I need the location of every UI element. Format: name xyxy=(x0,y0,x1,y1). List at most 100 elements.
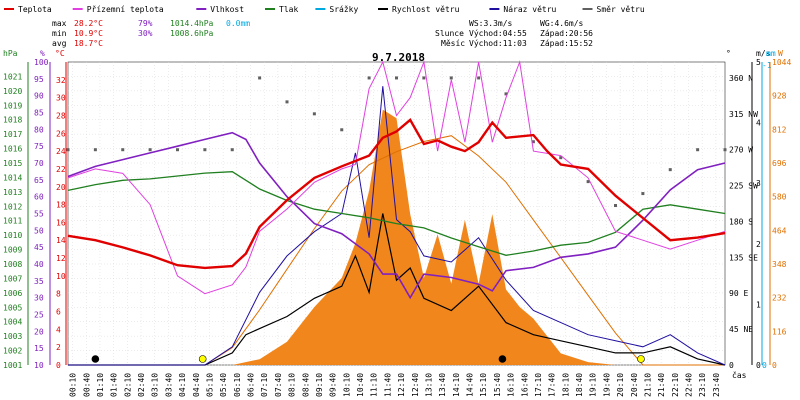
pct-tick-label: 85 xyxy=(34,109,44,118)
w-tick-label: 0 xyxy=(772,361,777,370)
legend-label: Směr větru xyxy=(597,5,645,14)
moonset-value: Západ:15:52 xyxy=(540,39,593,48)
hpa-tick-label: 1001 xyxy=(3,361,22,370)
time-tick-label: 11:40 xyxy=(383,373,392,397)
degc-unit: °C xyxy=(55,49,65,58)
wind-direction-point xyxy=(176,148,179,152)
wg-value: WG:4.6m/s xyxy=(540,19,584,28)
w-tick-label: 464 xyxy=(772,226,787,235)
wind-direction-point xyxy=(340,128,344,132)
dir-tick-label: 135 SE xyxy=(729,253,758,262)
pct-tick-label: 65 xyxy=(34,176,44,185)
dir-tick-label: 360 N xyxy=(729,74,753,83)
time-tick-label: 01:10 xyxy=(96,373,105,397)
dir-tick-label: 270 W xyxy=(729,146,753,155)
wind-direction-point xyxy=(93,148,97,152)
hpa-tick-label: 1008 xyxy=(3,260,22,269)
time-tick-label: 13:10 xyxy=(424,373,433,397)
time-tick-label: 02:40 xyxy=(137,373,146,397)
temp-tick-label: 28 xyxy=(56,111,66,120)
stats-label: max xyxy=(52,19,67,28)
temp-tick-label: 0 xyxy=(56,361,61,370)
time-tick-label: 17:10 xyxy=(534,373,543,397)
ground-temp-line xyxy=(67,60,726,295)
legend-label: Přízemní teplota xyxy=(87,5,164,14)
temp-tick-label: 24 xyxy=(56,147,66,156)
time-tick-label: 14:10 xyxy=(452,373,461,397)
dir-tick-label: 180 S xyxy=(729,217,753,226)
pct-tick-label: 35 xyxy=(34,277,44,286)
ms-tick-label: 5 xyxy=(756,58,761,67)
hpa-tick-label: 1006 xyxy=(3,289,22,298)
hpa-tick-label: 1021 xyxy=(3,72,22,81)
hpa-tick-label: 1013 xyxy=(3,188,22,197)
time-tick-label: 12:40 xyxy=(411,373,420,397)
legend: Teplota Přízemní teplota Vlhkost Tlak Srážky… xyxy=(4,5,645,14)
w-tick-label: 232 xyxy=(772,294,787,303)
pct-tick-label: 10 xyxy=(34,361,44,370)
humidity-line xyxy=(67,131,726,300)
legend-label: Teplota xyxy=(18,5,52,14)
temp-tick-label: 20 xyxy=(56,183,66,192)
time-tick-label: 23:40 xyxy=(712,373,721,397)
time-tick-label: 18:40 xyxy=(575,373,584,397)
deg-unit: ° xyxy=(726,49,731,58)
axes: 00:10 00:40 01:10 01:40 02:10 02:40 03:10 03:40… xyxy=(3,58,791,397)
legend-item: Vlhkost xyxy=(196,5,244,14)
time-tick-label: 12:10 xyxy=(397,373,406,397)
temp-tick-label: 2 xyxy=(56,343,61,352)
legend-item: Srážky xyxy=(315,5,358,14)
time-tick-label: 20:10 xyxy=(616,373,625,397)
legend-item: Přízemní teplota xyxy=(72,5,164,14)
dir-tick-label: 315 NW xyxy=(729,110,758,119)
wind-direction-point xyxy=(203,148,207,152)
hpa-tick-label: 1003 xyxy=(3,332,22,341)
time-tick-label: 05:10 xyxy=(205,373,214,397)
ms-tick-label: 4 xyxy=(756,119,761,128)
pct-tick-label: 45 xyxy=(34,243,44,252)
time-tick-label: 15:40 xyxy=(493,373,502,397)
pct-tick-label: 20 xyxy=(34,327,44,336)
time-tick-label: 10:10 xyxy=(342,373,351,397)
time-tick-label: 05:40 xyxy=(219,373,228,397)
pct-tick-label: 90 xyxy=(34,92,44,101)
legend-label: Srážky xyxy=(329,5,358,14)
mm-tick-label: 0 xyxy=(762,361,767,370)
wind-direction-point xyxy=(422,76,426,80)
wind-direction-point xyxy=(66,148,70,152)
time-tick-label: 18:10 xyxy=(561,373,570,397)
w-unit: W xyxy=(778,49,783,58)
hpa-tick-label: 1005 xyxy=(3,303,22,312)
time-tick-label: 21:10 xyxy=(643,373,652,397)
moon-label: Měsíc xyxy=(441,39,465,48)
wind-direction-point xyxy=(723,148,727,152)
time-tick-label: 07:10 xyxy=(260,373,269,397)
pct-tick-label: 50 xyxy=(34,226,44,235)
time-tick-label: 04:10 xyxy=(178,373,187,397)
pct-tick-label: 30 xyxy=(34,294,44,303)
temp-tick-label: 8 xyxy=(56,290,61,299)
stats-temp: 18.7°C xyxy=(74,39,103,48)
moonrise-marker xyxy=(498,355,507,363)
sunrise-value: Východ:04:55 xyxy=(469,29,527,38)
temp-tick-label: 30 xyxy=(56,94,66,103)
temp-tick-label: 18 xyxy=(56,201,66,210)
astro-info: WS:3.3m/s WG:4.6m/s Slunce Východ:04:55 … xyxy=(435,19,593,48)
wind-direction-point xyxy=(531,140,535,144)
w-tick-label: 812 xyxy=(772,125,787,134)
temp-tick-label: 26 xyxy=(56,129,66,138)
legend-item: Rychlost větru xyxy=(378,5,460,14)
time-tick-label: 09:40 xyxy=(329,373,338,397)
temp-tick-label: 14 xyxy=(56,236,66,245)
time-tick-label: 22:10 xyxy=(671,373,680,397)
time-tick-label: 19:40 xyxy=(602,373,611,397)
dir-tick-label: 0 xyxy=(729,361,734,370)
moonrise-value: Východ:11:03 xyxy=(469,39,527,48)
time-tick-label: 01:40 xyxy=(110,373,119,397)
time-tick-label: 15:10 xyxy=(479,373,488,397)
stats-label: avg xyxy=(52,39,67,48)
pct-tick-label: 25 xyxy=(34,311,44,320)
wind-direction-point xyxy=(504,92,508,96)
hpa-unit: hPa xyxy=(3,49,18,58)
pct-tick-label: 40 xyxy=(34,260,44,269)
